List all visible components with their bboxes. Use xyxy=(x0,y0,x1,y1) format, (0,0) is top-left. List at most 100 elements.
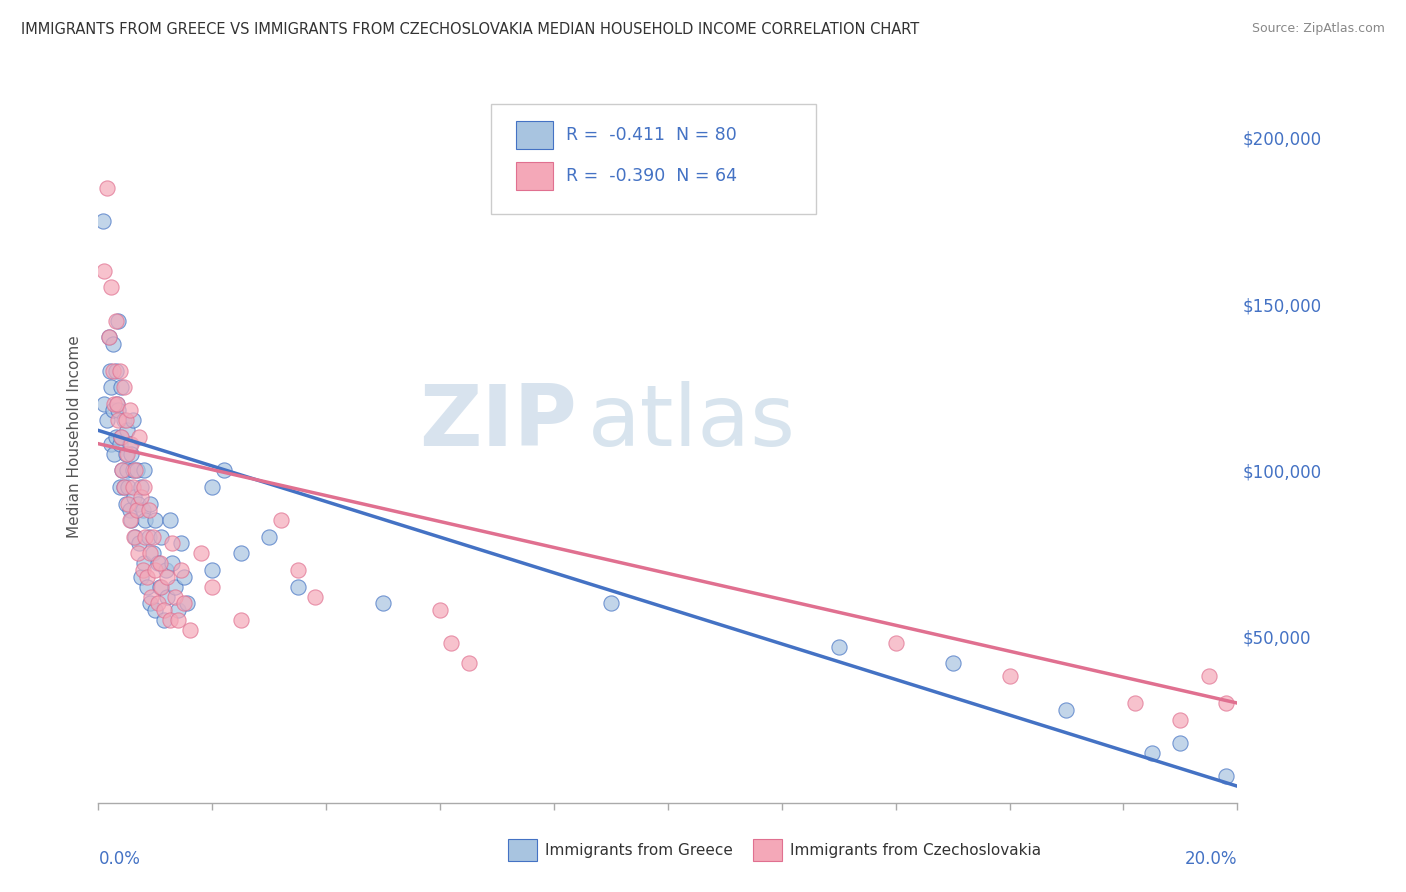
Point xyxy=(155,563,177,577)
Point xyxy=(201,480,224,494)
Text: IMMIGRANTS FROM GREECE VS IMMIGRANTS FROM CZECHOSLOVAKIA MEDIAN HOUSEHOLD INCOME: IMMIGRANTS FROM GREECE VS IMMIGRANTS FRO… xyxy=(21,22,920,37)
Point xyxy=(229,546,252,560)
Point xyxy=(91,214,114,228)
Point xyxy=(108,363,131,377)
Point xyxy=(101,363,124,377)
Point xyxy=(1215,696,1237,710)
Point xyxy=(107,413,129,427)
Point xyxy=(373,596,395,610)
Text: Immigrants from Czechoslovakia: Immigrants from Czechoslovakia xyxy=(790,843,1040,858)
Point xyxy=(117,497,139,511)
Point xyxy=(132,557,155,571)
Text: ZIP: ZIP xyxy=(419,381,576,464)
Point xyxy=(122,490,145,504)
Point xyxy=(150,530,173,544)
Y-axis label: Median Household Income: Median Household Income xyxy=(66,335,82,539)
Point xyxy=(156,590,179,604)
Point xyxy=(118,513,141,527)
Point xyxy=(100,280,122,294)
Point xyxy=(884,636,907,650)
Point xyxy=(259,530,281,544)
Point xyxy=(129,480,152,494)
Point xyxy=(1215,769,1237,783)
Point xyxy=(132,563,155,577)
Point xyxy=(145,513,167,527)
Point xyxy=(153,613,176,627)
Text: 20.0%: 20.0% xyxy=(1185,850,1237,868)
Point xyxy=(108,436,131,450)
Point xyxy=(190,546,212,560)
Point xyxy=(112,480,135,494)
Point xyxy=(120,447,142,461)
Text: R =  -0.411  N = 80: R = -0.411 N = 80 xyxy=(567,126,737,144)
Point xyxy=(1123,696,1146,710)
Point xyxy=(173,596,195,610)
Point xyxy=(117,480,139,494)
Point xyxy=(97,330,120,344)
Point xyxy=(114,447,136,461)
Point xyxy=(105,397,128,411)
Point xyxy=(138,497,160,511)
Point xyxy=(97,330,120,344)
Point xyxy=(138,596,160,610)
Point xyxy=(122,530,145,544)
Point xyxy=(1056,703,1078,717)
Point xyxy=(429,603,451,617)
Point xyxy=(112,413,135,427)
Point xyxy=(103,447,125,461)
Point xyxy=(96,413,118,427)
Point xyxy=(121,463,143,477)
Point xyxy=(149,580,172,594)
Point xyxy=(118,436,141,450)
Point xyxy=(212,463,235,477)
Point xyxy=(135,570,157,584)
Point xyxy=(103,397,125,411)
Point xyxy=(165,590,187,604)
Point xyxy=(111,463,134,477)
Point xyxy=(139,590,162,604)
Point xyxy=(120,436,142,450)
Point xyxy=(105,397,128,411)
Point xyxy=(138,546,160,560)
Point xyxy=(440,636,463,650)
Text: 0.0%: 0.0% xyxy=(98,850,141,868)
Point xyxy=(138,503,160,517)
Point xyxy=(96,180,118,194)
Point xyxy=(304,590,326,604)
Point xyxy=(1198,669,1220,683)
Point xyxy=(98,363,121,377)
Point xyxy=(1170,713,1192,727)
Text: Source: ZipAtlas.com: Source: ZipAtlas.com xyxy=(1251,22,1385,36)
Point xyxy=(162,557,184,571)
Point xyxy=(115,447,138,461)
Point xyxy=(201,563,224,577)
Point xyxy=(167,613,190,627)
Point xyxy=(132,480,155,494)
Point xyxy=(118,503,141,517)
Point xyxy=(135,580,157,594)
Point xyxy=(134,530,156,544)
Point xyxy=(1170,736,1192,750)
Point xyxy=(1140,746,1163,760)
Point xyxy=(127,503,149,517)
Point xyxy=(179,623,201,637)
Point xyxy=(101,403,124,417)
Point xyxy=(600,596,623,610)
Point xyxy=(100,380,122,394)
Point xyxy=(110,430,132,444)
FancyBboxPatch shape xyxy=(754,839,782,862)
Point xyxy=(132,463,155,477)
Point xyxy=(104,314,127,328)
Point xyxy=(128,430,150,444)
Point xyxy=(270,513,292,527)
Point xyxy=(159,513,181,527)
Point xyxy=(156,570,179,584)
Text: atlas: atlas xyxy=(588,381,796,464)
Point xyxy=(129,490,152,504)
Point xyxy=(134,513,156,527)
Point xyxy=(127,463,149,477)
Point xyxy=(138,530,160,544)
Point xyxy=(159,613,181,627)
Point xyxy=(148,557,170,571)
FancyBboxPatch shape xyxy=(516,162,553,190)
